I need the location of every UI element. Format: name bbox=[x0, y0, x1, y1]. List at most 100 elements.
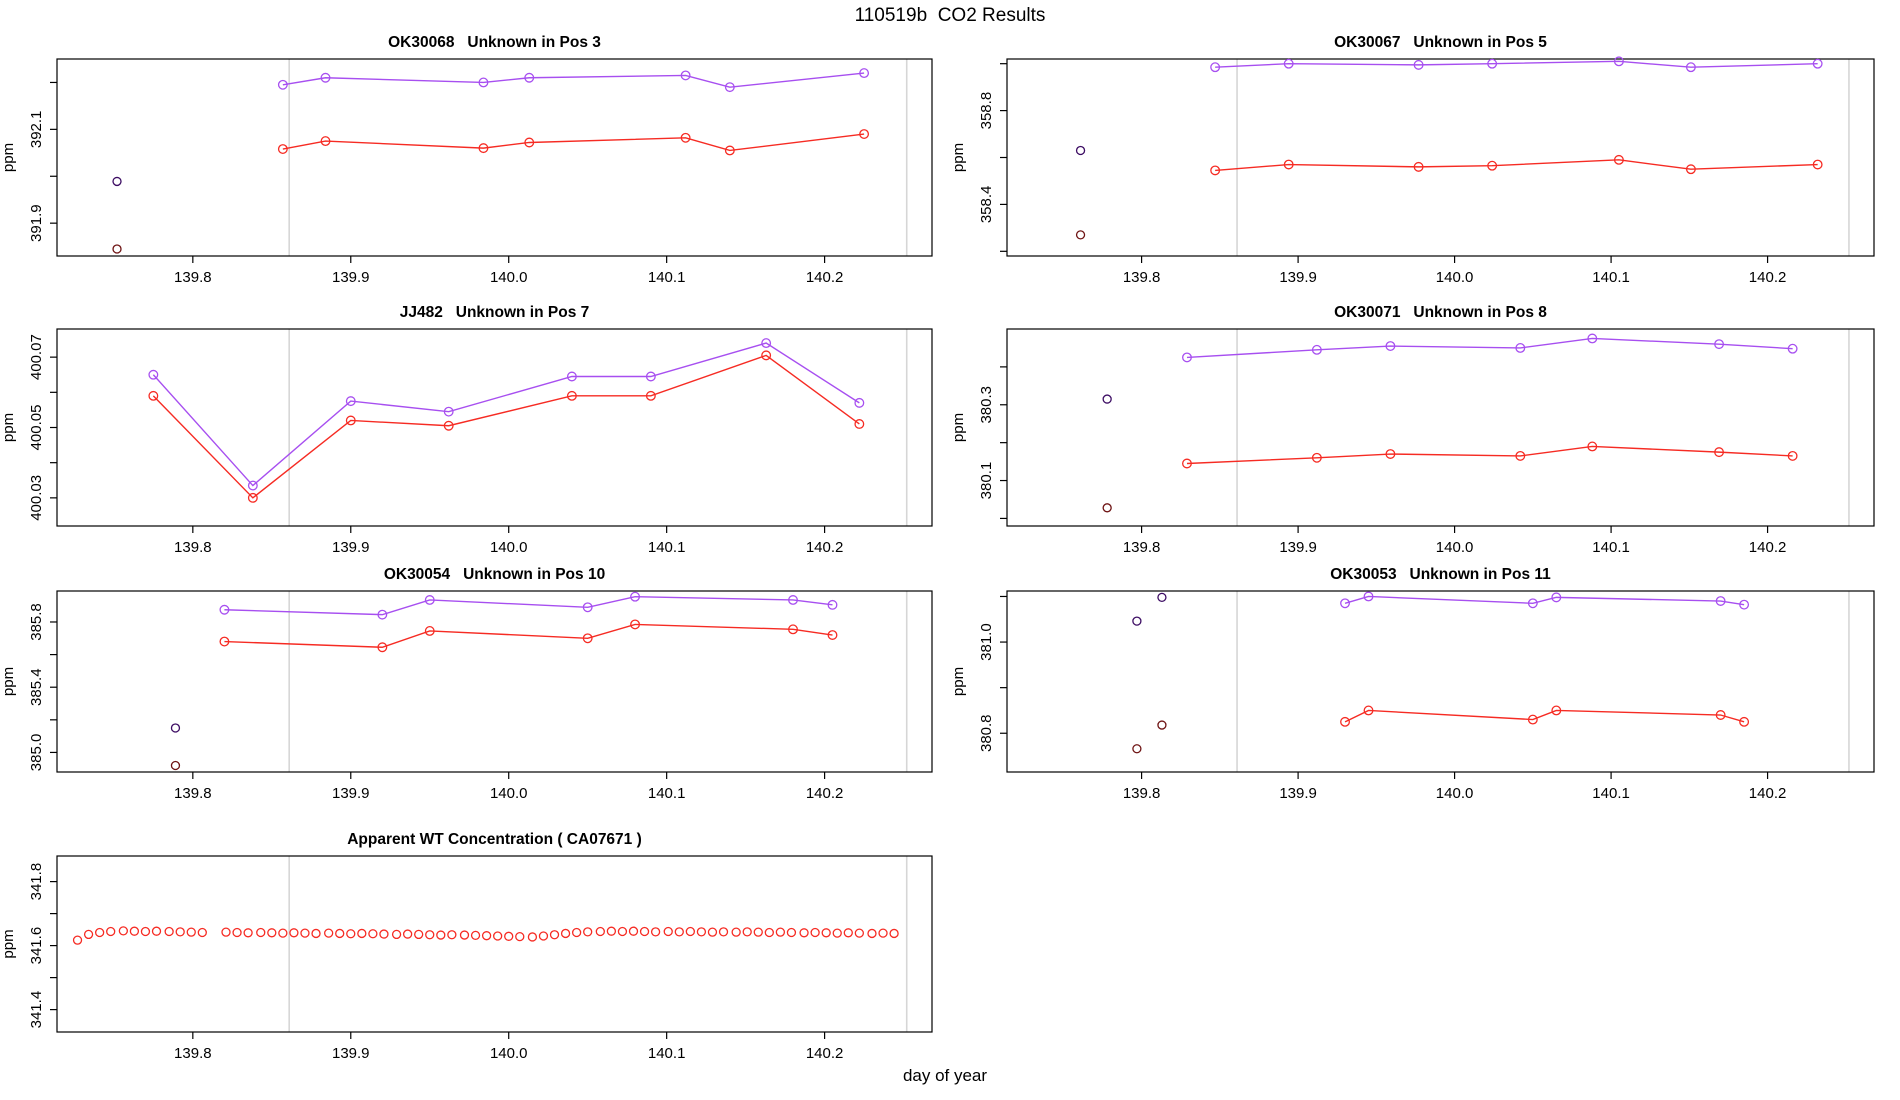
data-point-marker bbox=[424, 626, 435, 636]
data-point-marker bbox=[889, 928, 899, 939]
y-axis-label: ppm bbox=[950, 667, 967, 696]
data-point-marker bbox=[799, 928, 809, 938]
series-wt-red bbox=[72, 926, 899, 945]
data-point-marker bbox=[1132, 616, 1142, 626]
data-point-marker bbox=[112, 244, 122, 254]
data-point-marker bbox=[1812, 58, 1823, 69]
data-point-marker bbox=[277, 79, 288, 90]
data-point-marker bbox=[1787, 450, 1798, 461]
data-point-marker bbox=[83, 929, 94, 940]
x-tick-label: 139.8 bbox=[174, 1045, 212, 1062]
data-point-marker bbox=[1613, 56, 1624, 67]
y-tick-label: 380.1 bbox=[978, 462, 995, 500]
data-point-marker bbox=[256, 927, 266, 938]
data-point-marker bbox=[94, 927, 105, 938]
data-point-marker bbox=[1685, 62, 1696, 73]
data-point-marker bbox=[481, 931, 492, 941]
series-sample-red bbox=[148, 350, 865, 503]
data-point-marker bbox=[827, 630, 838, 640]
data-point-marker bbox=[300, 928, 310, 938]
data-point-marker bbox=[527, 932, 538, 942]
data-point-marker bbox=[617, 926, 628, 937]
series-line bbox=[1344, 595, 1745, 606]
x-tick-label: 140.1 bbox=[648, 1045, 686, 1062]
data-point-marker bbox=[859, 68, 870, 79]
data-point-marker bbox=[221, 927, 231, 937]
data-point-marker bbox=[1613, 154, 1624, 165]
panel-6: Apparent WT Concentration ( CA07671 ) 139… bbox=[0, 831, 933, 1062]
data-point-marker bbox=[753, 927, 763, 937]
x-tick-label: 140.1 bbox=[648, 785, 686, 802]
series-initial-purple bbox=[1102, 394, 1112, 404]
data-point-marker bbox=[1102, 503, 1112, 513]
data-point-marker bbox=[289, 928, 299, 938]
data-point-marker bbox=[788, 595, 798, 605]
data-point-marker bbox=[170, 760, 181, 771]
data-point-marker bbox=[1715, 596, 1726, 606]
y-tick-label: 341.6 bbox=[28, 927, 45, 965]
y-tick-label: 358.8 bbox=[978, 92, 995, 130]
x-tick-label: 140.1 bbox=[1592, 269, 1630, 286]
x-tick-label: 139.9 bbox=[332, 785, 370, 802]
data-point-marker bbox=[650, 927, 661, 937]
data-point-marker bbox=[243, 928, 253, 938]
data-point-marker bbox=[1102, 394, 1112, 404]
data-point-marker bbox=[854, 397, 865, 408]
series-sample-red bbox=[219, 619, 838, 653]
y-tick-label: 380.3 bbox=[978, 386, 995, 424]
x-tick-label: 139.9 bbox=[332, 269, 370, 286]
data-point-marker bbox=[379, 929, 389, 939]
x-tick-label: 139.9 bbox=[332, 1045, 370, 1062]
data-point-marker bbox=[566, 371, 577, 382]
data-point-marker bbox=[524, 137, 535, 148]
data-point-marker bbox=[118, 926, 128, 936]
x-tick-label: 139.9 bbox=[1279, 785, 1317, 802]
y-tick-label: 391.9 bbox=[28, 204, 45, 242]
series-initial-purple bbox=[1132, 592, 1167, 626]
x-tick-label: 139.8 bbox=[1123, 785, 1161, 802]
data-point-marker bbox=[1340, 598, 1350, 609]
data-point-marker bbox=[1739, 599, 1750, 610]
data-point-marker bbox=[186, 927, 196, 937]
data-point-marker bbox=[1157, 720, 1167, 730]
series-line bbox=[1215, 60, 1818, 68]
panel-title: OK30068 Unknown in Pos 3 bbox=[388, 34, 601, 51]
data-point-marker bbox=[129, 926, 140, 936]
y-tick-label: 380.8 bbox=[978, 714, 995, 752]
data-point-marker bbox=[148, 369, 159, 380]
series-sample-purple bbox=[277, 68, 870, 93]
data-point-marker bbox=[663, 926, 673, 937]
data-point-marker bbox=[549, 930, 560, 940]
data-point-marker bbox=[1527, 598, 1538, 609]
data-point-marker bbox=[1715, 710, 1726, 720]
series-line bbox=[1186, 445, 1793, 465]
x-tick-label: 140.2 bbox=[1749, 269, 1787, 286]
data-point-marker bbox=[1587, 333, 1598, 344]
data-point-marker bbox=[843, 928, 853, 938]
series-line bbox=[1186, 337, 1793, 359]
data-point-marker bbox=[346, 929, 356, 939]
x-tick-label: 140.2 bbox=[1749, 539, 1787, 556]
data-point-marker bbox=[447, 930, 457, 940]
panel-5: OK30053 Unknown in Pos 11 139.8 139.9 140.0… bbox=[950, 566, 1875, 802]
data-point-marker bbox=[72, 935, 83, 945]
y-axis-label: ppm bbox=[0, 143, 17, 172]
series-initial-red bbox=[1075, 230, 1086, 240]
data-point-marker bbox=[538, 931, 549, 941]
data-point-marker bbox=[1132, 744, 1142, 754]
plot-frame bbox=[1006, 58, 1875, 257]
data-point-marker bbox=[821, 928, 831, 938]
data-point-marker bbox=[504, 931, 514, 941]
series-initial-purple bbox=[170, 723, 181, 733]
data-point-marker bbox=[1385, 449, 1396, 459]
data-point-marker bbox=[277, 144, 288, 155]
data-point-marker bbox=[1487, 58, 1498, 69]
data-point-marker bbox=[680, 132, 691, 143]
series-sample-purple bbox=[1210, 56, 1823, 73]
y-tick-label: 358.4 bbox=[978, 186, 995, 224]
y-tick-label: 385.8 bbox=[28, 603, 45, 641]
data-point-marker bbox=[1283, 159, 1294, 170]
series-initial-red bbox=[1132, 720, 1167, 754]
series-sample-purple bbox=[219, 591, 838, 620]
